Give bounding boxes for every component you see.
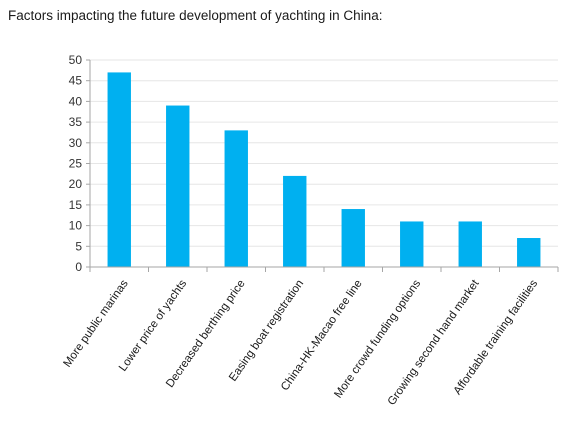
x-category-label: Lower price of yachts [117,278,189,374]
bar [458,221,482,267]
bar [283,175,307,267]
bar [400,221,424,267]
bar [341,209,365,267]
bars [107,72,541,267]
bar [517,238,541,267]
axes [89,60,559,272]
bar [107,72,131,267]
y-tick-label: 40 [69,94,83,108]
y-tick-label: 25 [69,157,83,171]
y-tick-label: 30 [69,136,83,150]
x-category-label: More public marinas [61,278,130,370]
y-tick-label: 10 [69,219,83,233]
y-tick-label: 50 [69,53,83,67]
y-tick-label: 0 [75,260,82,274]
y-tick-label: 20 [69,177,83,191]
bar [224,130,248,267]
gridlines [90,59,558,247]
y-tick-label: 35 [69,115,83,129]
y-tick-label: 5 [75,239,82,253]
y-tick-label: 45 [69,74,83,88]
chart-title: Factors impacting the future development… [8,8,383,23]
y-tick-label: 15 [69,198,83,212]
y-tick-labels: 0 5 10 15 20 25 30 35 40 45 50 [69,53,90,274]
bar [166,105,190,267]
